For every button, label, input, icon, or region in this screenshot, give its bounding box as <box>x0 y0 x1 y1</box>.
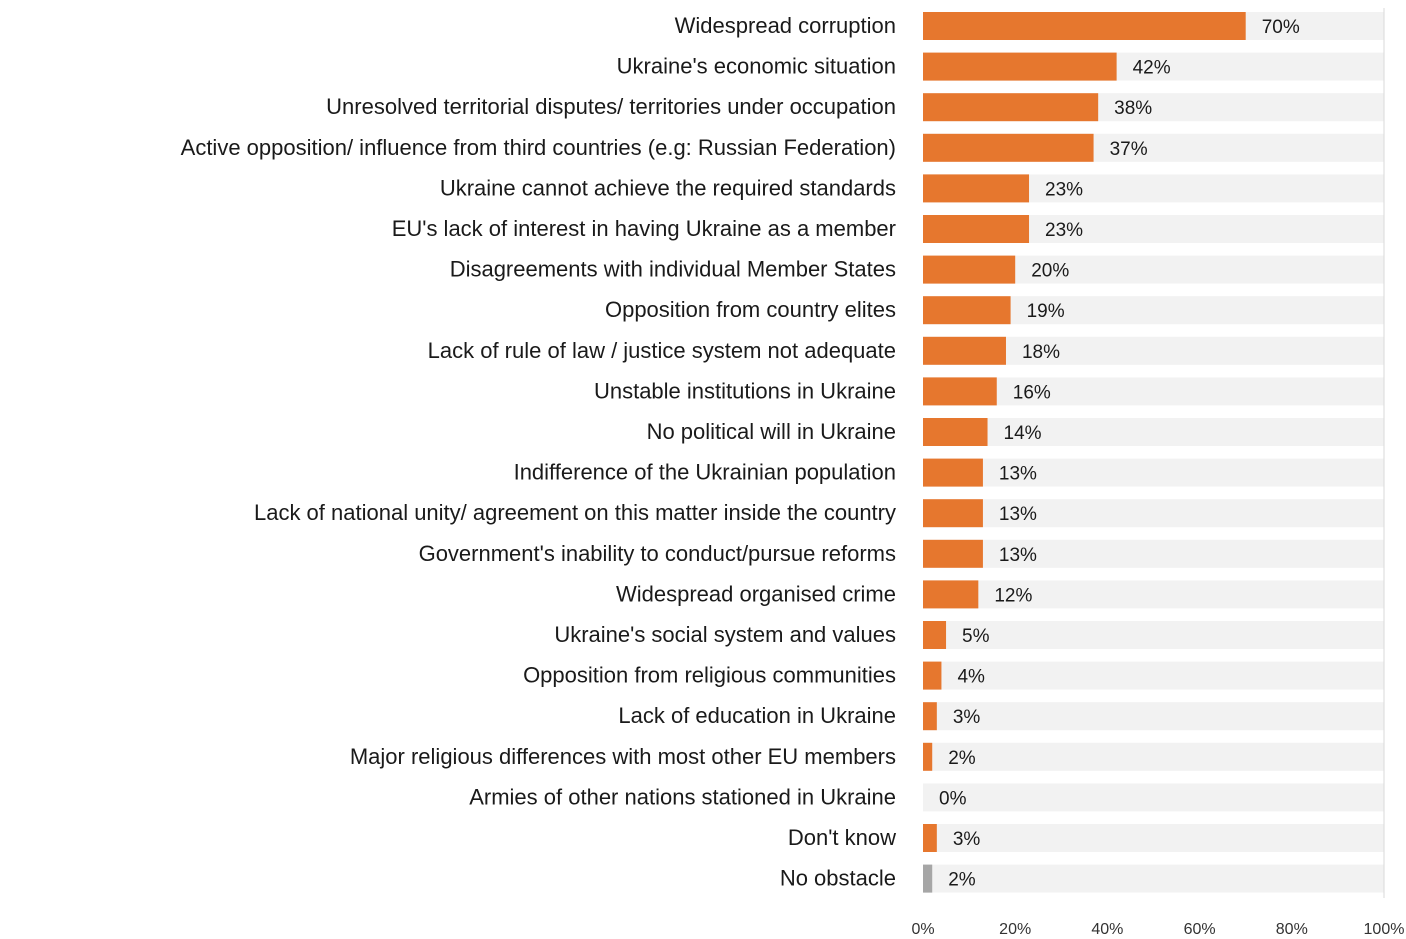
value-label: 13% <box>999 464 1037 485</box>
value-label: 13% <box>999 504 1037 525</box>
bar <box>923 621 947 649</box>
category-label: Active opposition/ influence from third … <box>181 135 896 160</box>
category-label: Lack of national unity/ agreement on thi… <box>254 500 896 525</box>
value-label: 42% <box>1133 58 1171 79</box>
bar <box>923 133 1094 162</box>
bar <box>923 296 1011 325</box>
bar <box>923 336 1006 365</box>
bar-track <box>923 418 1384 446</box>
bar <box>923 539 983 568</box>
value-label: 5% <box>962 626 990 647</box>
category-label: Don't know <box>788 825 896 850</box>
category-label: Disagreements with individual Member Sta… <box>450 257 896 282</box>
category-label: Unstable institutions in Ukraine <box>594 378 896 403</box>
bar <box>923 742 933 771</box>
value-label: 12% <box>994 585 1032 606</box>
category-label: Major religious differences with most ot… <box>350 744 896 769</box>
bar-track <box>923 458 1384 487</box>
bar <box>923 580 979 609</box>
category-label: Lack of education in Ukraine <box>618 703 896 728</box>
value-label: 23% <box>1045 220 1083 241</box>
category-label: Widespread organised crime <box>616 581 896 606</box>
bar-track <box>923 580 1384 609</box>
category-label: Ukraine cannot achieve the required stan… <box>440 175 896 200</box>
category-label: EU's lack of interest in having Ukraine … <box>392 216 896 241</box>
bar-track <box>923 621 1384 649</box>
category-label: Ukraine's economic situation <box>617 54 896 79</box>
category-label: Unresolved territorial disputes/ territo… <box>326 94 896 119</box>
value-label: 3% <box>953 707 981 728</box>
value-label: 70% <box>1262 17 1300 38</box>
value-label: 18% <box>1022 342 1060 363</box>
value-label: 14% <box>1004 423 1042 444</box>
bar <box>923 458 983 487</box>
value-label: 38% <box>1114 98 1152 119</box>
x-axis: 0% 20% 40% 60% 80% 100% <box>911 8 1404 938</box>
bar-track <box>923 661 1384 690</box>
x-tick-label: 100% <box>1364 921 1405 938</box>
bar-track <box>923 702 1384 731</box>
bar <box>923 255 1016 284</box>
value-label: 16% <box>1013 382 1051 403</box>
x-tick-label: 60% <box>1184 921 1216 938</box>
bar <box>923 93 1099 122</box>
bar-track <box>923 377 1384 406</box>
bar <box>923 215 1030 243</box>
x-tick-label: 0% <box>911 921 934 938</box>
value-label: 4% <box>957 667 985 688</box>
bar <box>923 418 988 446</box>
category-label: Lack of rule of law / justice system not… <box>428 338 896 363</box>
value-label: 13% <box>999 545 1037 566</box>
bar <box>923 824 937 852</box>
bar-track <box>923 742 1384 771</box>
value-label: 3% <box>953 829 981 850</box>
category-label: Government's inability to conduct/pursue… <box>419 541 896 566</box>
bar-track <box>923 539 1384 568</box>
bar-track <box>923 499 1384 528</box>
value-label: 19% <box>1027 301 1065 322</box>
bar-track <box>923 864 1384 893</box>
value-label: 37% <box>1110 139 1148 160</box>
category-label: Opposition from country elites <box>605 297 896 322</box>
bar <box>923 702 937 731</box>
x-tick-label: 80% <box>1276 921 1308 938</box>
bar-track <box>923 783 1384 812</box>
x-tick-label: 20% <box>999 921 1031 938</box>
category-label: Widespread corruption <box>675 13 896 38</box>
category-label: Armies of other nations stationed in Ukr… <box>469 784 896 809</box>
category-label: Ukraine's social system and values <box>554 622 896 647</box>
bar <box>923 52 1117 81</box>
value-label: 2% <box>948 870 976 891</box>
bar-track <box>923 824 1384 852</box>
category-label: Indifference of the Ukrainian population <box>514 460 896 485</box>
bar <box>923 174 1030 203</box>
value-label: 20% <box>1031 261 1069 282</box>
bar <box>923 864 933 893</box>
x-tick-label: 40% <box>1091 921 1123 938</box>
plot-area: Widespread corruption 70% Ukraine's econom… <box>181 12 1384 893</box>
bar <box>923 499 983 528</box>
bar <box>923 377 997 406</box>
value-label: 23% <box>1045 179 1083 200</box>
value-label: 0% <box>939 788 967 809</box>
bar <box>923 661 942 690</box>
category-label: No political will in Ukraine <box>647 419 896 444</box>
category-label: No obstacle <box>780 866 896 891</box>
bar <box>923 12 1246 40</box>
category-label: Opposition from religious communities <box>523 663 896 688</box>
value-label: 2% <box>948 748 976 769</box>
